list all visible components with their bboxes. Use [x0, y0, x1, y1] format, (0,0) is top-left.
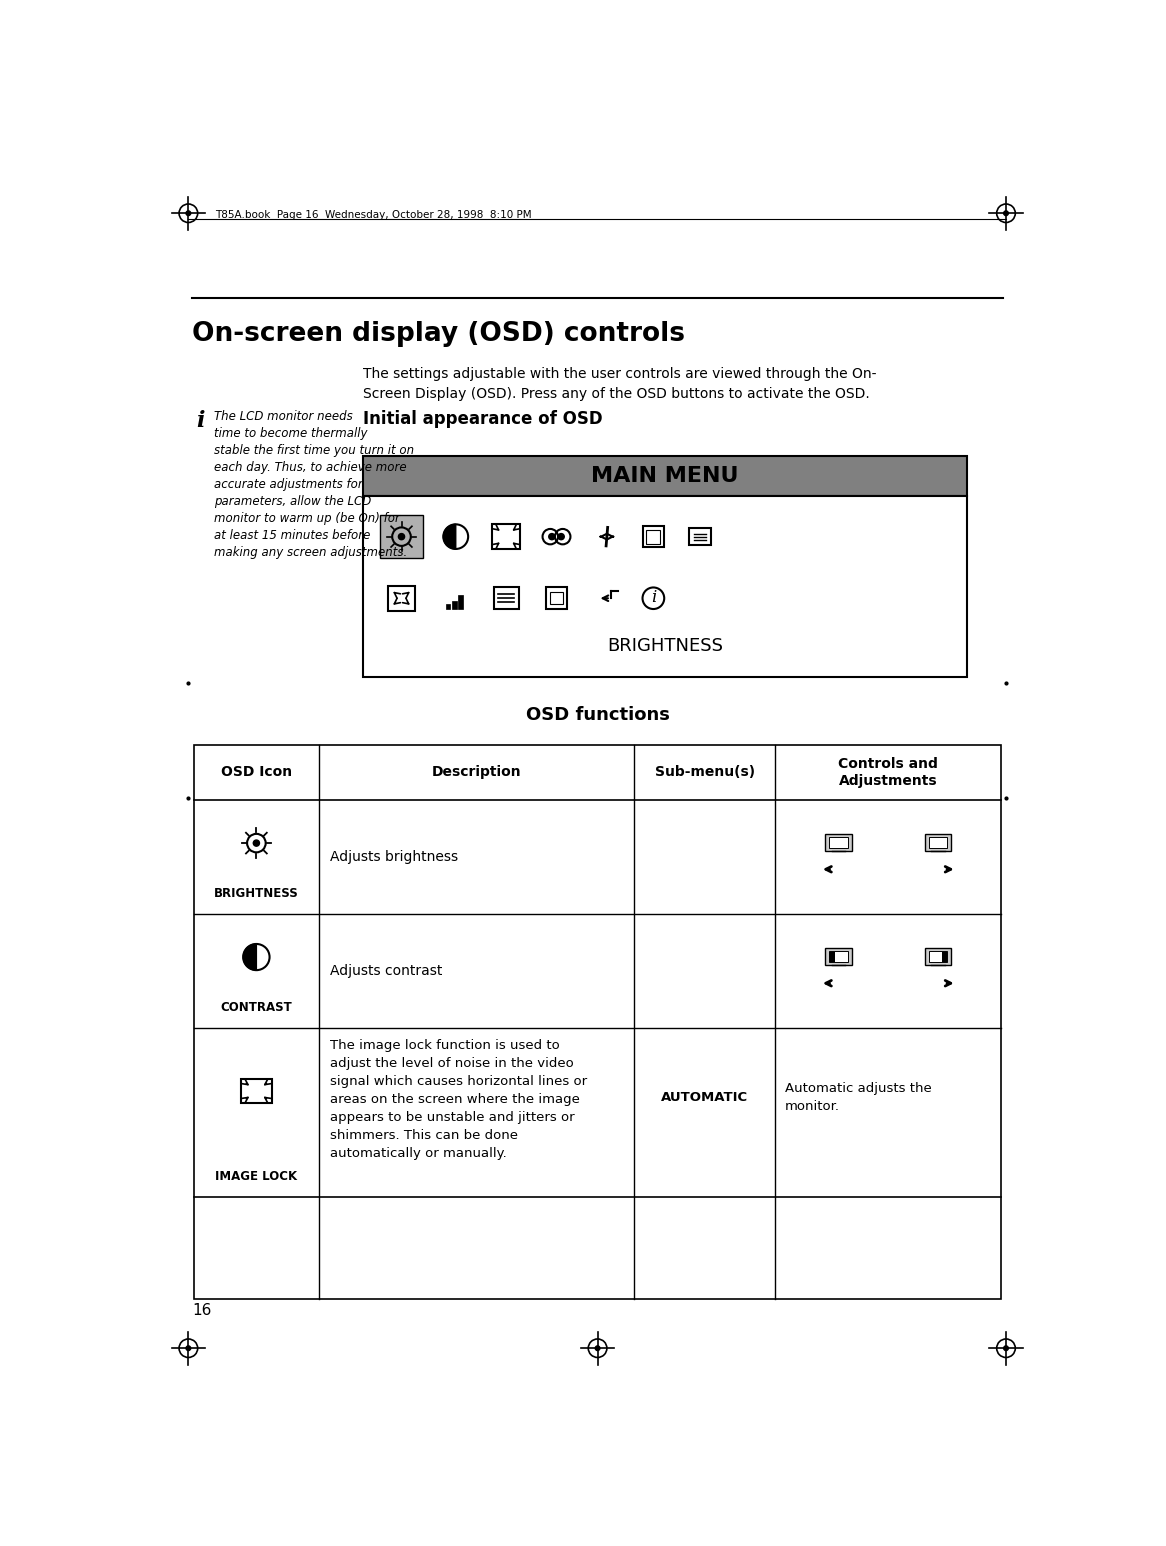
Text: On-screen display (OSD) controls: On-screen display (OSD) controls [192, 322, 686, 346]
Text: CONTRAST: CONTRAST [220, 1002, 293, 1014]
Circle shape [187, 210, 191, 215]
Polygon shape [244, 945, 257, 971]
Text: OSD functions: OSD functions [526, 707, 669, 724]
Bar [646, 530, 660, 544]
Bar [929, 951, 947, 962]
Bar [492, 524, 520, 549]
Text: AUTOMATIC: AUTOMATIC [661, 1090, 749, 1104]
Bar [546, 587, 568, 609]
Bar [452, 601, 457, 609]
Bar [942, 952, 947, 962]
Bar [925, 833, 951, 850]
Circle shape [549, 533, 555, 540]
Bar [550, 592, 563, 604]
Text: Automatic adjusts the
monitor.: Automatic adjusts the monitor. [785, 1082, 932, 1113]
Bar [194, 745, 1002, 1299]
Text: Adjusts contrast: Adjusts contrast [330, 963, 442, 979]
Bar [380, 515, 423, 558]
Text: T85A.book  Page 16  Wednesday, October 28, 1998  8:10 PM: T85A.book Page 16 Wednesday, October 28,… [216, 210, 532, 220]
Text: i: i [196, 410, 204, 431]
Bar [929, 838, 947, 847]
Bar [829, 952, 835, 962]
Circle shape [559, 533, 564, 540]
Text: The LCD monitor needs
time to become thermally
stable the first time you turn it: The LCD monitor needs time to become the… [213, 410, 414, 558]
Text: i: i [651, 589, 656, 606]
Bar [829, 838, 848, 847]
Text: Initial appearance of OSD: Initial appearance of OSD [363, 410, 603, 428]
Text: Sub-menu(s): Sub-menu(s) [654, 765, 754, 779]
Bar [387, 586, 415, 611]
Circle shape [399, 533, 405, 540]
Text: Controls and
Adjustments: Controls and Adjustments [838, 756, 939, 788]
Bar [829, 951, 848, 962]
Text: Adjusts brightness: Adjusts brightness [330, 850, 458, 864]
Circle shape [187, 1347, 191, 1351]
Bar [363, 496, 968, 677]
Polygon shape [443, 524, 456, 549]
Text: The settings adjustable with the user controls are viewed through the On-
Screen: The settings adjustable with the user co… [363, 368, 877, 400]
Text: The image lock function is used to
adjust the level of noise in the video
signal: The image lock function is used to adjus… [330, 1039, 586, 1160]
Bar [642, 526, 665, 547]
Circle shape [1004, 1347, 1009, 1351]
Circle shape [596, 1347, 599, 1351]
Text: OSD Icon: OSD Icon [220, 765, 292, 779]
Text: IMAGE LOCK: IMAGE LOCK [216, 1170, 297, 1183]
Bar [445, 604, 450, 609]
Circle shape [1004, 210, 1009, 215]
Circle shape [253, 839, 260, 846]
Bar [241, 1079, 272, 1104]
Bar [925, 948, 951, 965]
Bar [458, 595, 463, 609]
Text: Description: Description [431, 765, 521, 779]
Bar [689, 529, 711, 546]
Bar [826, 948, 851, 965]
Text: MAIN MENU: MAIN MENU [591, 465, 739, 485]
Bar [363, 456, 968, 496]
Bar [826, 833, 851, 850]
Text: BRIGHTNESS: BRIGHTNESS [215, 887, 298, 900]
Text: 16: 16 [192, 1303, 211, 1319]
Bar [493, 587, 519, 609]
Text: BRIGHTNESS: BRIGHTNESS [607, 637, 723, 656]
